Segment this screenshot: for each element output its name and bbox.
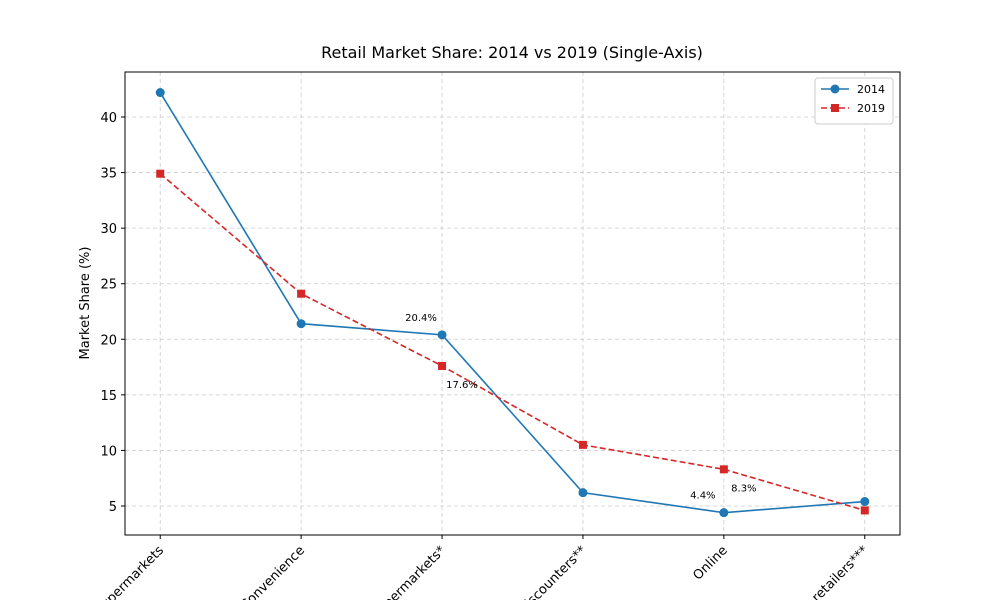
marker: [296, 319, 306, 329]
y-tick-label: 25: [100, 278, 117, 293]
marker: [438, 361, 447, 370]
marker: [578, 440, 587, 449]
legend-label: 2019: [857, 102, 885, 115]
x-tick-label: Discounters**: [515, 543, 590, 600]
x-tick-label: Online: [690, 543, 730, 583]
y-axis-label: Market Share (%): [78, 247, 93, 360]
marker: [437, 330, 447, 340]
x-tick-label: Other retailers***: [780, 543, 872, 600]
x-tick-label: Hypermarkets: [92, 543, 168, 600]
y-tick-label: 35: [100, 167, 117, 182]
marker: [719, 508, 729, 518]
marker: [860, 506, 869, 515]
chart-title: Retail Market Share: 2014 vs 2019 (Singl…: [321, 43, 703, 62]
marker: [719, 465, 728, 474]
y-tick-label: 15: [100, 389, 117, 404]
series-line: [159, 92, 865, 514]
marker: [578, 488, 588, 498]
y-tick-label: 20: [100, 333, 117, 348]
x-tick-label: Supermarkets*: [369, 543, 449, 600]
legend-marker: [830, 84, 840, 94]
value-label: 4.4%: [690, 491, 715, 502]
value-label: 17.6%: [446, 380, 478, 391]
plot-frame: [124, 71, 901, 536]
marker: [860, 497, 870, 507]
legend-marker: [831, 104, 839, 112]
y-tick-label: 5: [109, 500, 117, 515]
y-tick-label: 30: [100, 222, 117, 237]
legend-label: 2014: [857, 83, 885, 96]
series-line: [159, 173, 865, 512]
y-tick-label: 40: [100, 111, 117, 126]
y-tick-label: 10: [100, 444, 117, 459]
marker: [155, 88, 165, 98]
marker: [156, 169, 165, 178]
value-label: 8.3%: [731, 483, 756, 494]
value-label: 20.4%: [405, 313, 437, 324]
marker: [297, 289, 306, 298]
x-tick-label: Convenience: [238, 543, 308, 600]
